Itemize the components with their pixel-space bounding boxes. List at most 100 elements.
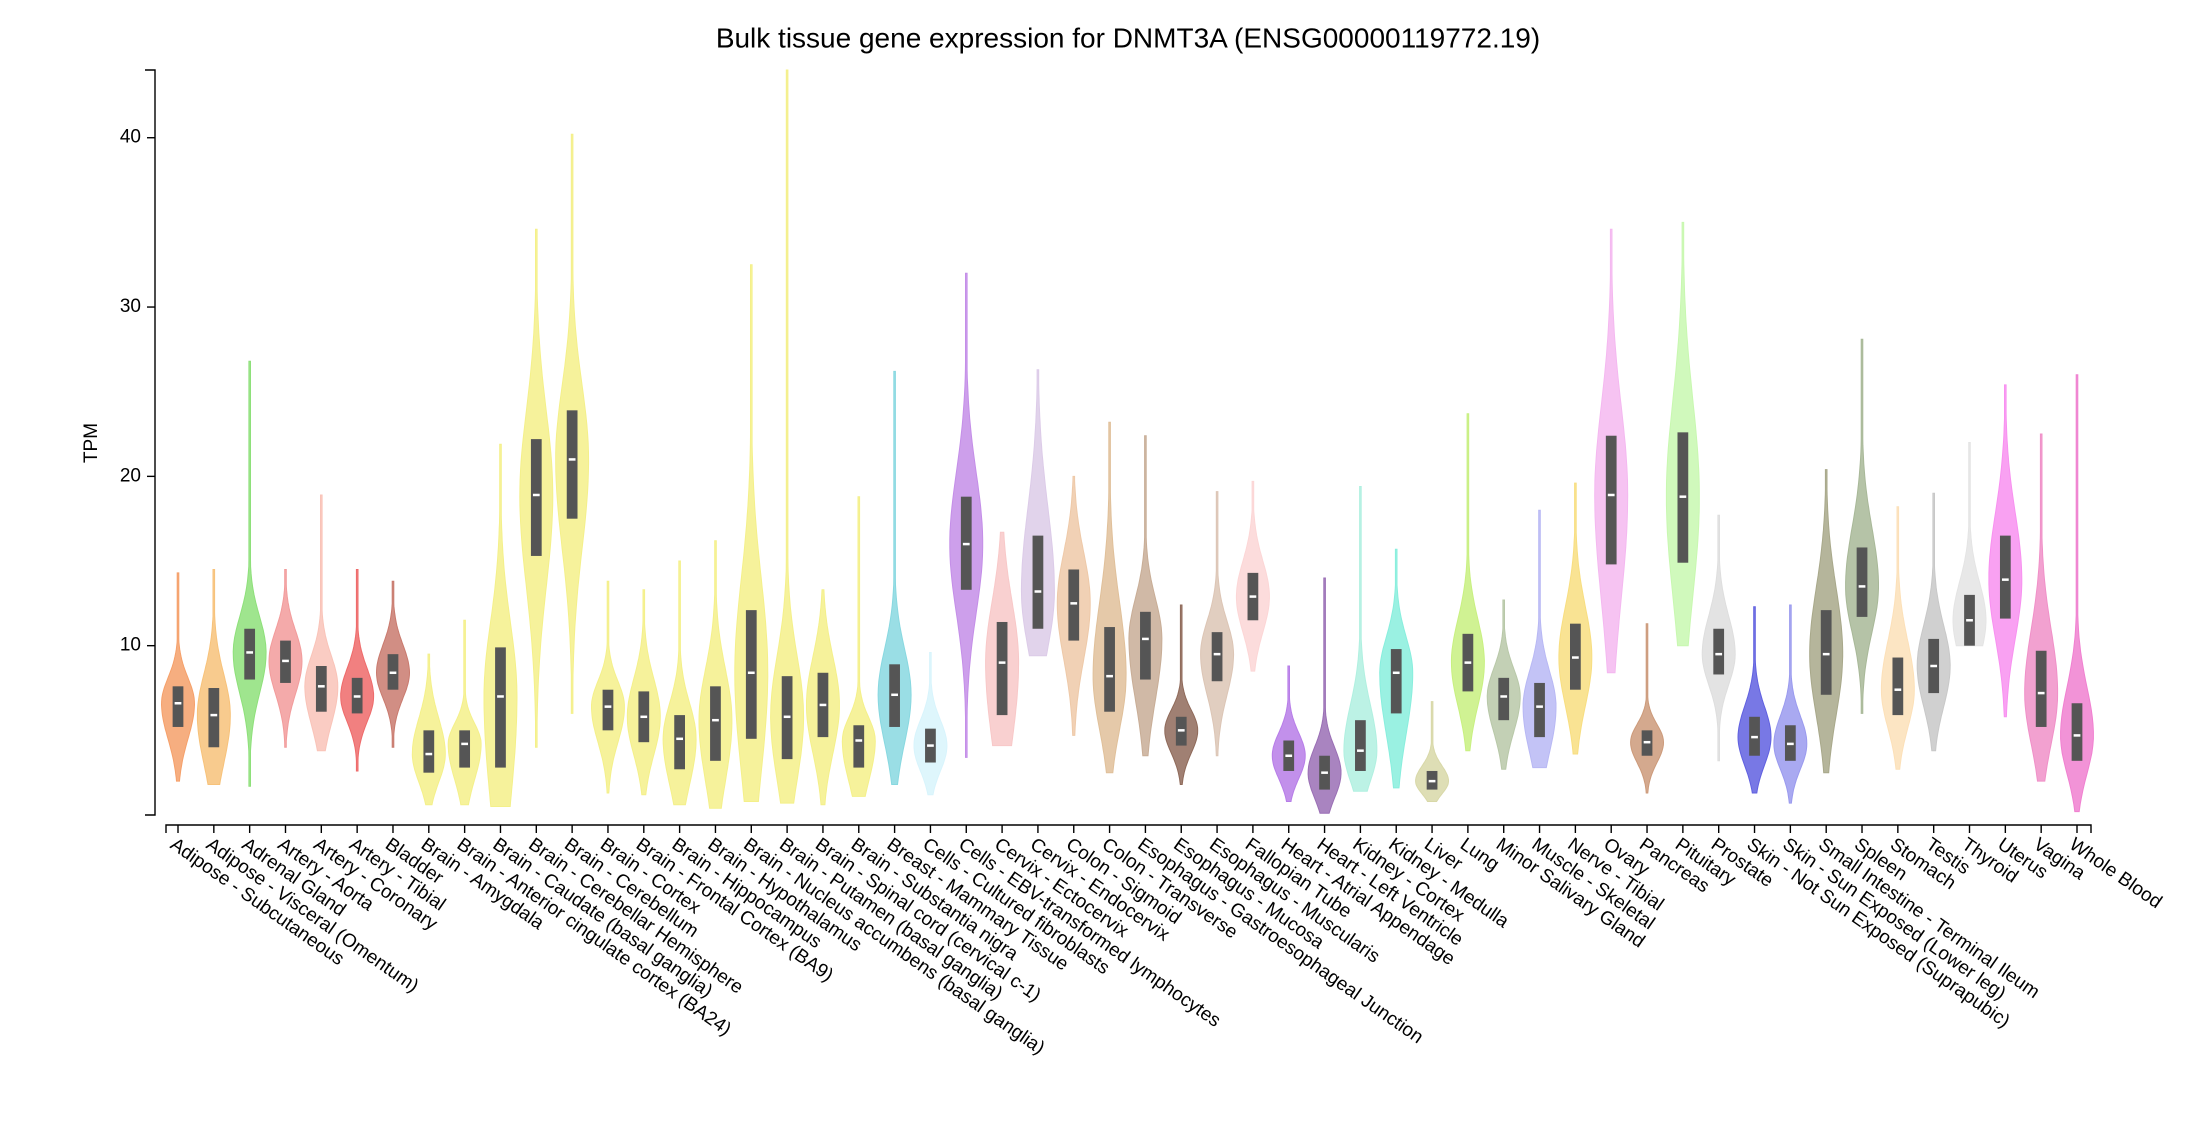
violin bbox=[1164, 604, 1199, 785]
tissue bbox=[949, 272, 984, 758]
violin bbox=[662, 560, 697, 806]
box bbox=[1211, 632, 1223, 682]
violin bbox=[1128, 435, 1163, 757]
box bbox=[1892, 657, 1904, 716]
tissue bbox=[1200, 491, 1235, 757]
tissue bbox=[483, 443, 518, 807]
box bbox=[996, 621, 1008, 716]
violin bbox=[2060, 374, 2094, 813]
tissue bbox=[447, 619, 482, 806]
y-tick-label: 20 bbox=[120, 465, 141, 486]
box bbox=[1999, 535, 2011, 619]
box bbox=[423, 730, 435, 773]
violin bbox=[913, 652, 948, 796]
violin bbox=[411, 653, 446, 806]
tissue bbox=[734, 264, 769, 802]
violin bbox=[591, 580, 625, 794]
tissue bbox=[626, 589, 661, 796]
tissue bbox=[1880, 506, 1915, 770]
tissue bbox=[591, 580, 625, 794]
violin bbox=[1773, 604, 1808, 804]
tissue bbox=[1916, 492, 1951, 752]
tissue bbox=[1056, 475, 1091, 736]
tissue bbox=[1486, 599, 1521, 770]
tissue bbox=[1343, 486, 1378, 792]
tissue bbox=[698, 540, 733, 809]
tissue bbox=[1020, 369, 1055, 657]
violin bbox=[1522, 509, 1557, 769]
tissue bbox=[2024, 433, 2059, 782]
violin bbox=[1630, 623, 1665, 794]
violin bbox=[877, 370, 912, 785]
tissue bbox=[1271, 665, 1306, 802]
violin bbox=[1450, 413, 1485, 752]
box bbox=[1605, 435, 1617, 565]
violin bbox=[1737, 606, 1772, 794]
violin bbox=[1952, 442, 1987, 647]
box bbox=[745, 610, 757, 739]
violin bbox=[734, 264, 769, 802]
box bbox=[208, 688, 220, 748]
tissue bbox=[1307, 577, 1342, 814]
tissue bbox=[340, 569, 375, 772]
violin bbox=[1558, 482, 1593, 755]
violin bbox=[1845, 338, 1879, 714]
violin bbox=[340, 569, 375, 772]
violin bbox=[1415, 701, 1449, 802]
tissue bbox=[1128, 435, 1163, 757]
box bbox=[566, 410, 578, 519]
violin bbox=[232, 360, 267, 787]
box bbox=[244, 628, 256, 680]
tissue bbox=[806, 589, 840, 806]
tissue bbox=[1594, 228, 1629, 674]
tissue bbox=[913, 652, 948, 796]
box bbox=[1355, 720, 1366, 771]
violin bbox=[1916, 492, 1951, 752]
tissue bbox=[1773, 604, 1808, 804]
chart-title: Bulk tissue gene expression for DNMT3A (… bbox=[716, 22, 1540, 53]
y-axis-label: TPM bbox=[81, 423, 102, 463]
tissue bbox=[1522, 509, 1557, 769]
tissue bbox=[1988, 384, 2023, 718]
tissue bbox=[1092, 421, 1127, 774]
violin bbox=[698, 540, 733, 809]
box bbox=[2035, 650, 2047, 727]
tissue bbox=[411, 653, 446, 806]
violin bbox=[1307, 577, 1342, 814]
box bbox=[1820, 610, 1832, 695]
box bbox=[710, 686, 721, 761]
tissue bbox=[1845, 338, 1879, 714]
box bbox=[2071, 703, 2083, 761]
y-axis bbox=[145, 69, 156, 816]
box bbox=[495, 647, 506, 768]
box bbox=[1140, 611, 1151, 680]
box bbox=[315, 666, 327, 712]
tissue bbox=[1952, 442, 1987, 647]
box bbox=[530, 439, 542, 556]
tissue bbox=[1235, 480, 1270, 672]
violin bbox=[1343, 486, 1378, 792]
tissue bbox=[1701, 514, 1736, 762]
y-tick-label: 30 bbox=[120, 296, 141, 317]
tissue bbox=[985, 531, 1020, 747]
violin bbox=[196, 569, 231, 785]
violin bbox=[304, 494, 339, 752]
tissue bbox=[877, 370, 912, 785]
tissue bbox=[375, 580, 411, 748]
violin bbox=[1020, 369, 1055, 657]
box bbox=[1068, 569, 1080, 641]
tissue bbox=[1450, 413, 1485, 752]
violin bbox=[160, 572, 196, 782]
box bbox=[1534, 682, 1545, 738]
violin bbox=[1200, 491, 1235, 757]
tissue bbox=[555, 133, 590, 714]
box bbox=[602, 689, 614, 731]
tissue bbox=[1630, 623, 1665, 794]
tissue bbox=[1809, 469, 1844, 774]
box bbox=[674, 715, 685, 770]
box bbox=[1856, 547, 1868, 617]
tissue bbox=[304, 494, 339, 752]
box bbox=[1104, 627, 1115, 712]
